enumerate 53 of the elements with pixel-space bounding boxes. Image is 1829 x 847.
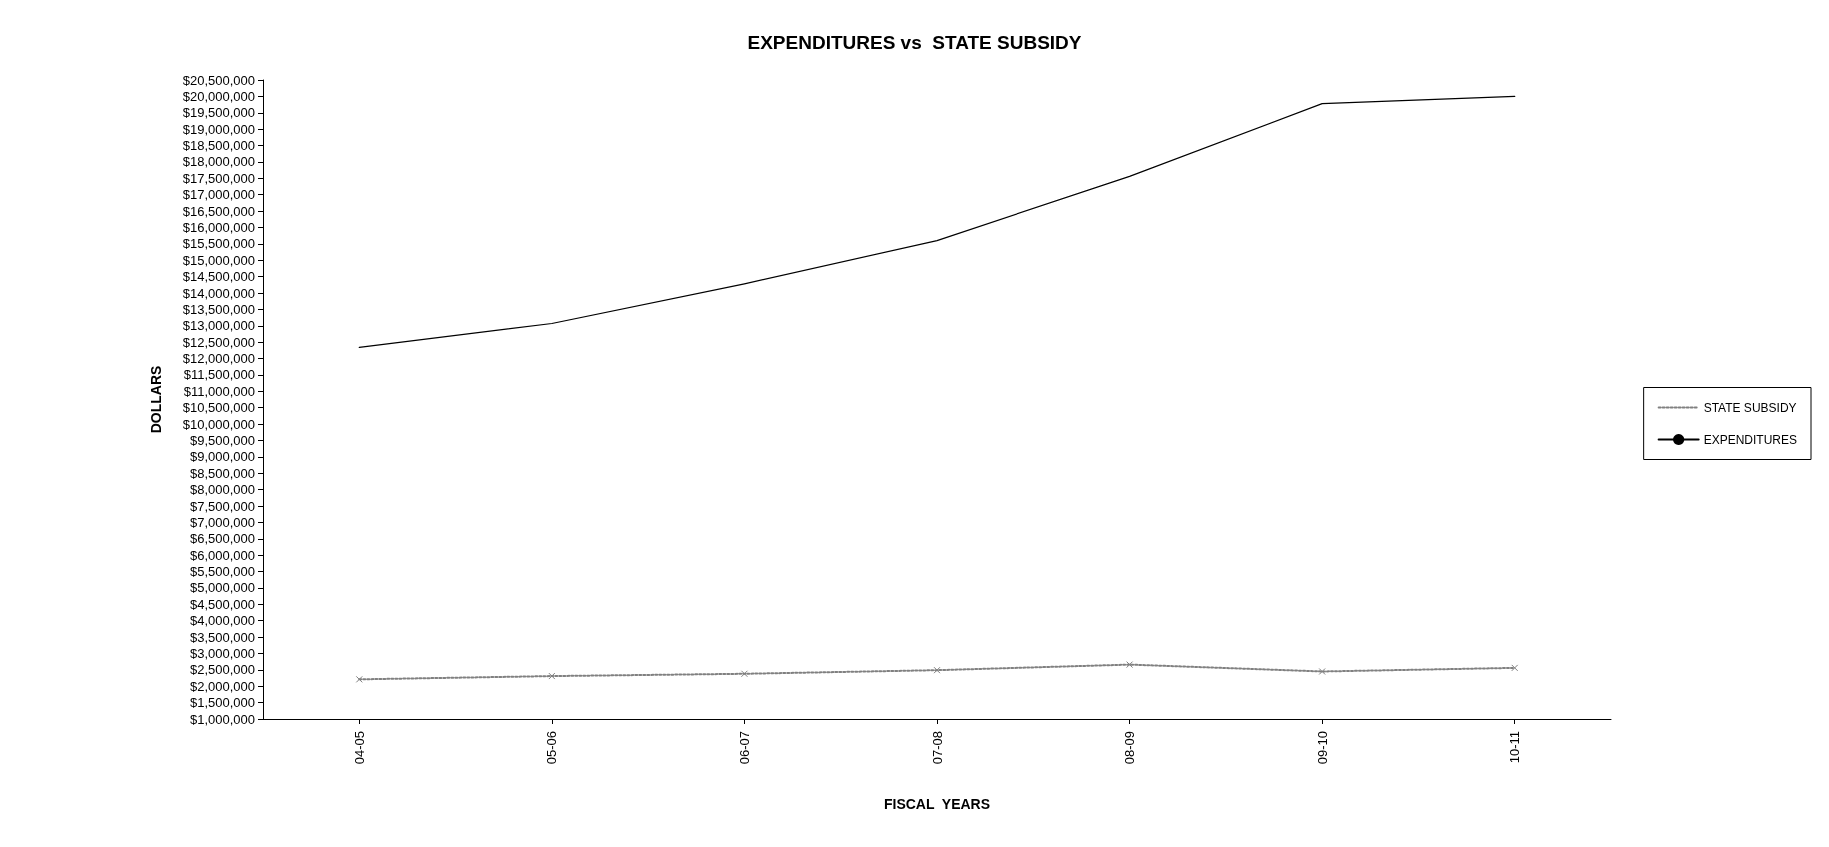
y-tick-label: $13,000,000 xyxy=(182,318,255,334)
y-tick-label: $3,500,000 xyxy=(189,629,255,645)
y-tick-label: $2,000,000 xyxy=(189,678,255,694)
x-tick-label: 08-09 xyxy=(1122,731,1138,765)
y-tick-label: $4,000,000 xyxy=(189,613,255,629)
legend-label: EXPENDITURES xyxy=(1703,432,1798,447)
y-tick-label: $17,000,000 xyxy=(182,187,255,203)
y-tick-label: $16,000,000 xyxy=(182,219,255,235)
y-tick-label: $2,500,000 xyxy=(189,662,255,678)
y-tick-label: $19,500,000 xyxy=(182,105,255,121)
x-tick-label: 09-10 xyxy=(1314,731,1330,765)
y-tick-label: $20,000,000 xyxy=(182,88,255,104)
y-tick-label: $7,500,000 xyxy=(189,498,255,514)
y-tick-label: $9,500,000 xyxy=(189,432,255,448)
y-tick-label: $14,500,000 xyxy=(182,269,255,285)
y-tick-label: $5,500,000 xyxy=(189,564,255,580)
chart-title: EXPENDITURES vs STATE SUBSIDY xyxy=(747,32,1082,53)
y-tick-label: $11,000,000 xyxy=(183,383,255,399)
y-tick-label: $17,500,000 xyxy=(182,170,255,186)
y-tick-label: $10,500,000 xyxy=(182,400,255,416)
y-tick-label: $5,000,000 xyxy=(189,580,255,596)
y-tick-label: $1,000,000 xyxy=(189,711,255,727)
y-tick-label: $16,500,000 xyxy=(182,203,255,219)
y-tick-label: $18,000,000 xyxy=(182,154,255,170)
x-tick-label: 04-05 xyxy=(351,731,367,765)
y-tick-label: $11,500,000 xyxy=(183,367,255,383)
x-tick-label: 07-08 xyxy=(929,731,945,765)
y-tick-label: $3,000,000 xyxy=(189,645,255,661)
y-tick-label: $10,000,000 xyxy=(182,416,255,432)
y-tick-label: $15,000,000 xyxy=(182,252,255,268)
y-tick-label: $18,500,000 xyxy=(182,138,255,154)
y-tick-label: $1,500,000 xyxy=(189,695,255,711)
y-tick-label: $15,500,000 xyxy=(182,236,255,252)
legend-label: STATE SUBSIDY xyxy=(1703,400,1797,415)
y-tick-label: $6,000,000 xyxy=(189,547,255,563)
y-tick-label: $19,000,000 xyxy=(182,121,255,137)
x-tick-label: 05-06 xyxy=(544,731,560,765)
y-axis-title: DOLLARS xyxy=(148,365,164,434)
line-series xyxy=(358,95,1516,348)
y-tick-label: $8,500,000 xyxy=(189,465,255,481)
y-tick-label: $20,500,000 xyxy=(182,72,255,88)
y-tick-label: $7,000,000 xyxy=(189,514,255,530)
x-tick-label: 06-07 xyxy=(736,731,752,765)
y-tick-label: $12,000,000 xyxy=(182,351,255,367)
y-tick-label: $9,000,000 xyxy=(189,449,255,465)
y-tick-label: $14,000,000 xyxy=(182,285,255,301)
y-tick-label: $12,500,000 xyxy=(182,334,255,350)
y-tick-label: $13,500,000 xyxy=(182,301,255,317)
y-tick-label: $6,500,000 xyxy=(189,531,255,547)
y-tick-label: $4,500,000 xyxy=(189,596,255,612)
y-tick-label: $8,000,000 xyxy=(189,482,255,498)
x-axis-title: FISCAL YEARS xyxy=(883,796,991,812)
x-tick-label: 10-11 xyxy=(1507,731,1523,764)
